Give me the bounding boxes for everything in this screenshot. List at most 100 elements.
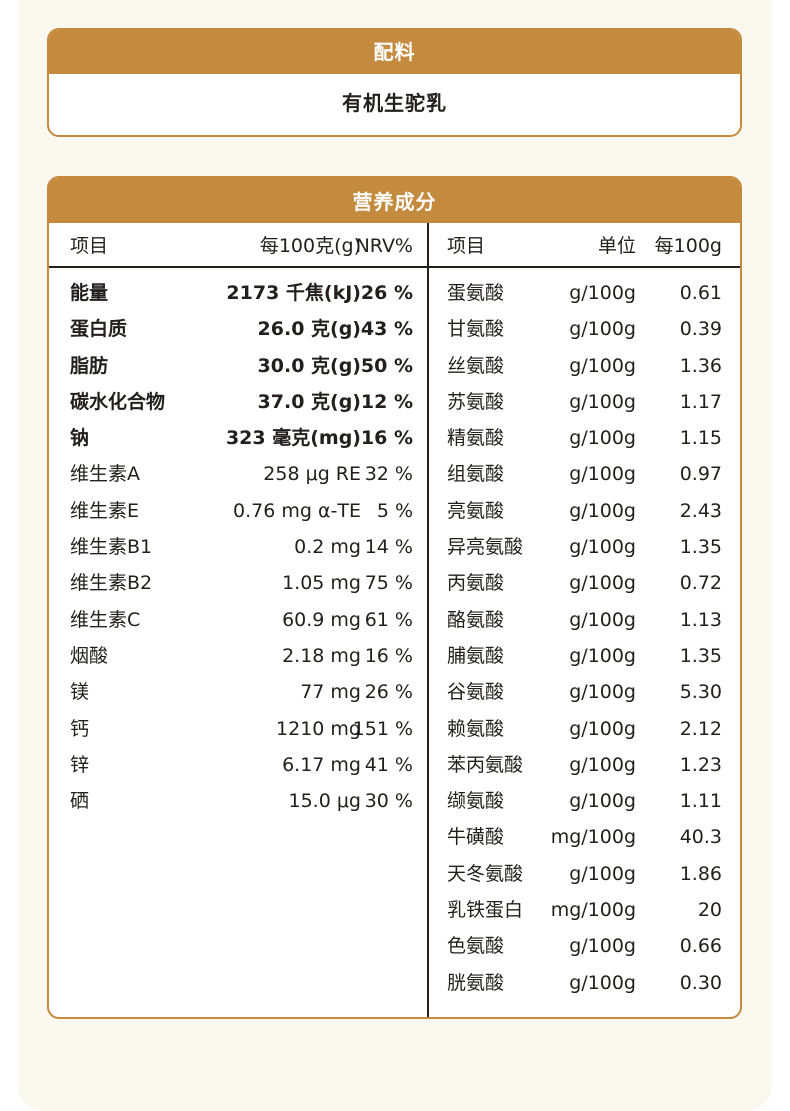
nutrient-name: 维生素B2 bbox=[70, 572, 153, 595]
nutrient-name: 蛋白质 bbox=[70, 318, 128, 341]
amino-row: 苏氨酸 g/100g 1.17 bbox=[429, 384, 740, 420]
nutrient-row: 维生素E 0.76 mg α-TE 5 % bbox=[49, 493, 427, 529]
nutrient-amount: 37.0 克(g) bbox=[257, 390, 361, 413]
amino-name: 丙氨酸 bbox=[447, 572, 505, 595]
nutrient-nrv: 26 % bbox=[364, 681, 413, 704]
nutrient-row: 镁 77 mg 26 % bbox=[49, 674, 427, 710]
nutrient-row: 脂肪 30.0 克(g) 50 % bbox=[49, 348, 427, 384]
amino-unit: g/100g bbox=[569, 935, 636, 958]
nutrient-name: 钙 bbox=[70, 717, 90, 740]
amino-name: 亮氨酸 bbox=[447, 499, 505, 522]
nutrient-amount: 2173 千焦(kJ) bbox=[226, 282, 361, 304]
amino-row: 天冬氨酸 g/100g 1.86 bbox=[429, 856, 740, 892]
nutrient-amount: 258 μg RE bbox=[263, 463, 361, 486]
nutrition-card: 营养成分 项目 每100克(g) NRV% 能量 2173 千焦(kJ) 26 % 蛋… bbox=[47, 176, 742, 1019]
nutrient-row: 钠 323 毫克(mg) 16 % bbox=[49, 420, 427, 456]
nutrient-amount: 0.76 mg α-TE bbox=[233, 499, 361, 522]
amino-rows: 蛋氨酸 g/100g 0.61 甘氨酸 g/100g 0.39 丝氨酸 g/100g 1.36 苏… bbox=[429, 268, 740, 1001]
nutrient-nrv: 43 % bbox=[360, 318, 413, 341]
nutrient-nrv: 30 % bbox=[364, 790, 413, 813]
amino-name: 赖氨酸 bbox=[447, 717, 505, 740]
amino-name: 异亮氨酸 bbox=[447, 536, 524, 559]
amino-value: 1.86 bbox=[679, 862, 722, 885]
nutrient-row: 维生素A 258 μg RE 32 % bbox=[49, 456, 427, 492]
amino-name: 胱氨酸 bbox=[447, 971, 505, 994]
nutrient-amount: 77 mg bbox=[300, 681, 361, 704]
nutrient-amount: 15.0 μg bbox=[288, 790, 362, 813]
amino-unit: mg/100g bbox=[550, 899, 636, 922]
amino-name: 酪氨酸 bbox=[447, 608, 505, 631]
nutrient-row: 锌 6.17 mg 41 % bbox=[49, 747, 427, 783]
nutrient-header-amount: 每100克(g) bbox=[259, 235, 361, 257]
nutrient-name: 脂肪 bbox=[70, 354, 109, 377]
amino-value: 1.35 bbox=[679, 536, 722, 559]
amino-row: 苯丙氨酸 g/100g 1.23 bbox=[429, 747, 740, 783]
amino-row: 亮氨酸 g/100g 2.43 bbox=[429, 493, 740, 529]
nutrient-nrv: 5 % bbox=[376, 499, 413, 522]
amino-value: 1.11 bbox=[679, 790, 722, 813]
nutrient-amount: 60.9 mg bbox=[282, 608, 361, 631]
amino-unit: g/100g bbox=[569, 681, 636, 704]
nutrient-row: 维生素C 60.9 mg 61 % bbox=[49, 602, 427, 638]
amino-value: 5.30 bbox=[679, 681, 722, 704]
nutrient-amount: 1.05 mg bbox=[282, 572, 361, 595]
nutrient-header-nrv: NRV% bbox=[355, 235, 413, 257]
amino-header-item: 项目 bbox=[447, 235, 486, 257]
amino-value: 1.15 bbox=[679, 427, 722, 450]
amino-unit: g/100g bbox=[569, 862, 636, 885]
amino-unit: g/100g bbox=[569, 608, 636, 631]
amino-name: 谷氨酸 bbox=[447, 681, 505, 704]
amino-row: 蛋氨酸 g/100g 0.61 bbox=[429, 275, 740, 311]
nutrient-name: 能量 bbox=[70, 282, 109, 304]
amino-name: 甘氨酸 bbox=[447, 318, 505, 341]
nutrient-name: 锌 bbox=[70, 753, 90, 776]
nutrient-row: 维生素B2 1.05 mg 75 % bbox=[49, 565, 427, 601]
nutrient-amount: 323 毫克(mg) bbox=[225, 427, 361, 450]
nutrient-row: 碳水化合物 37.0 克(g) 12 % bbox=[49, 384, 427, 420]
amino-header-unit: 单位 bbox=[597, 235, 636, 257]
nutrient-column: 项目 每100克(g) NRV% 能量 2173 千焦(kJ) 26 % 蛋白质 26.… bbox=[49, 223, 427, 819]
nutrient-amount: 2.18 mg bbox=[282, 644, 361, 667]
nutrient-name: 镁 bbox=[70, 681, 90, 704]
nutrient-nrv: 14 % bbox=[364, 536, 413, 559]
amino-unit: g/100g bbox=[569, 499, 636, 522]
amino-unit: g/100g bbox=[569, 282, 636, 304]
amino-name: 精氨酸 bbox=[447, 427, 505, 450]
amino-row: 脯氨酸 g/100g 1.35 bbox=[429, 638, 740, 674]
amino-unit: g/100g bbox=[569, 572, 636, 595]
amino-row: 丝氨酸 g/100g 1.36 bbox=[429, 348, 740, 384]
nutrient-row: 能量 2173 千焦(kJ) 26 % bbox=[49, 275, 427, 311]
amino-unit: g/100g bbox=[569, 427, 636, 450]
amino-name: 脯氨酸 bbox=[447, 644, 505, 667]
amino-name: 天冬氨酸 bbox=[447, 862, 524, 885]
amino-name: 色氨酸 bbox=[447, 935, 505, 958]
nutrient-amount: 30.0 克(g) bbox=[257, 354, 361, 377]
amino-row: 乳铁蛋白 mg/100g 20 bbox=[429, 892, 740, 928]
ingredients-title: 配料 bbox=[49, 30, 740, 74]
amino-unit: g/100g bbox=[569, 644, 636, 667]
nutrient-nrv: 50 % bbox=[360, 354, 413, 377]
amino-unit: g/100g bbox=[569, 753, 636, 776]
amino-value: 0.72 bbox=[679, 572, 722, 595]
amino-value: 1.17 bbox=[679, 390, 722, 413]
nutrient-name: 钠 bbox=[70, 427, 90, 450]
amino-row: 异亮氨酸 g/100g 1.35 bbox=[429, 529, 740, 565]
amino-unit: g/100g bbox=[569, 536, 636, 559]
amino-unit: g/100g bbox=[569, 463, 636, 486]
nutrient-row: 蛋白质 26.0 克(g) 43 % bbox=[49, 311, 427, 347]
nutrient-nrv: 75 % bbox=[364, 572, 413, 595]
amino-value: 1.36 bbox=[679, 354, 722, 377]
amino-name: 苏氨酸 bbox=[447, 390, 505, 413]
ingredients-value: 有机生驼乳 bbox=[342, 91, 447, 115]
nutrition-table: 项目 每100克(g) NRV% 能量 2173 千焦(kJ) 26 % 蛋白质 26.… bbox=[49, 223, 740, 1017]
amino-unit: g/100g bbox=[569, 318, 636, 341]
amino-value: 1.13 bbox=[679, 608, 722, 631]
amino-row: 胱氨酸 g/100g 0.30 bbox=[429, 965, 740, 1001]
nutrient-amount: 0.2 mg bbox=[294, 536, 361, 559]
amino-row: 赖氨酸 g/100g 2.12 bbox=[429, 711, 740, 747]
ingredients-card: 配料 有机生驼乳 bbox=[47, 28, 742, 137]
amino-value: 2.12 bbox=[679, 717, 722, 740]
nutrient-name: 维生素A bbox=[70, 463, 140, 486]
amino-row: 色氨酸 g/100g 0.66 bbox=[429, 928, 740, 964]
amino-name: 丝氨酸 bbox=[447, 354, 505, 377]
